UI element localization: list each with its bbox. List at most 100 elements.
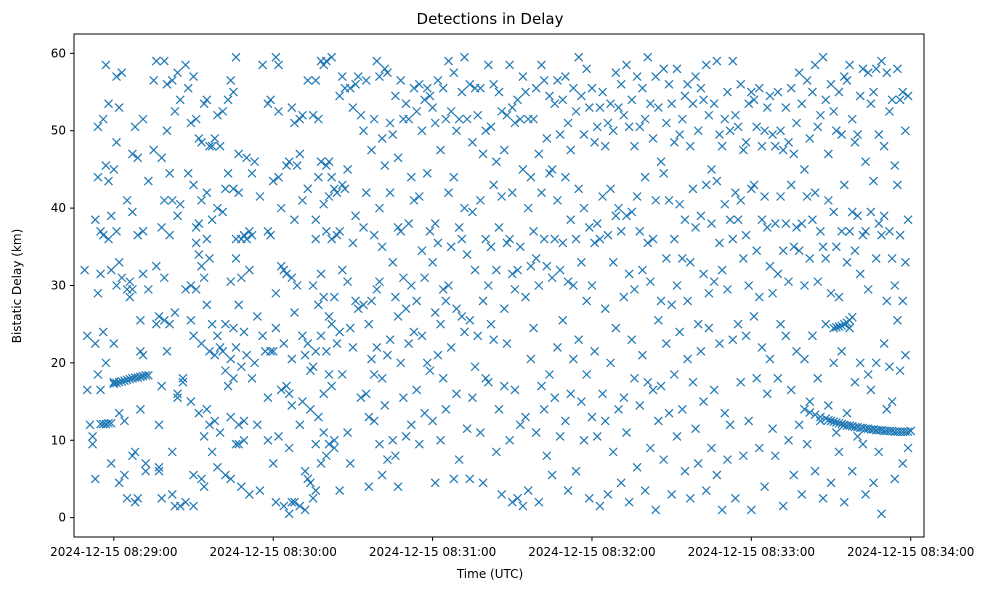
data-point [733,319,743,329]
data-point [337,370,347,379]
data-point [653,103,663,112]
data-point [183,168,193,178]
data-point [114,408,124,418]
data-point [885,226,894,236]
data-point [728,335,738,345]
data-point [837,130,847,140]
data-point [571,106,581,116]
data-point [805,253,815,263]
data-point [308,281,318,290]
data-point [425,91,435,101]
data-point [900,126,910,136]
data-point [680,91,690,101]
data-point [430,478,440,488]
data-point [375,72,384,81]
data-point [622,211,631,221]
data-point [324,312,334,321]
data-point [274,172,283,182]
data-point [436,319,445,329]
data-point [470,265,480,275]
data-point [478,149,488,159]
data-point [638,265,647,275]
data-point [324,370,334,379]
data-point [640,172,650,182]
data-point [770,451,780,461]
data-point [821,95,831,105]
data-point [606,184,615,194]
data-point [197,474,206,484]
data-point [656,381,666,391]
data-point [449,68,459,78]
data-point [839,497,849,507]
data-point [494,223,504,232]
data-point [213,331,222,341]
data-point [877,56,886,66]
data-point [523,203,533,213]
data-point [452,304,461,314]
data-point [614,203,623,213]
data-point [239,416,249,426]
data-point [672,281,682,290]
data-point [372,284,382,294]
data-point [818,242,828,252]
data-point [842,257,852,267]
data-point [231,439,241,449]
data-point [239,327,249,337]
data-point [545,168,554,178]
data-point [529,226,538,236]
data-point [295,420,305,430]
data-point [236,273,246,283]
data-point [627,95,637,105]
data-point [388,130,398,140]
data-point [866,99,876,109]
data-point [133,373,143,383]
data-point [202,300,212,310]
data-point [191,284,201,294]
data-point [619,393,629,403]
data-point [319,389,329,399]
data-point [547,164,557,174]
data-point [393,482,403,492]
data-point [125,277,135,287]
data-point [356,393,366,403]
data-point [736,377,746,387]
data-point [688,99,698,109]
data-point [252,312,262,321]
data-point [778,501,788,511]
data-point [760,126,770,136]
data-point [553,76,562,85]
data-point [879,211,889,221]
data-point [417,246,427,256]
data-point [770,141,780,151]
data-point [815,412,825,422]
data-point [313,300,323,310]
data-point [189,501,198,511]
data-point [409,83,419,93]
x-tick-label: 2024-12-15 08:29:00 [50,545,177,559]
data-point [122,493,132,503]
data-point [234,149,244,159]
data-point [205,346,214,356]
data-point [359,126,368,136]
data-point [348,342,358,352]
data-point [460,203,469,213]
data-point [359,223,368,232]
data-point [664,79,674,89]
data-point [781,219,791,229]
data-point [276,203,286,213]
data-point [173,393,183,403]
data-point [460,52,469,62]
data-point [651,195,661,205]
data-point [627,207,637,217]
data-point [191,238,201,248]
data-point [746,87,756,97]
data-point [701,60,711,70]
data-point [746,184,756,194]
data-point [106,265,116,275]
data-point [829,358,839,368]
data-point [563,486,573,495]
data-point [298,331,307,341]
data-point [600,304,610,314]
data-point [677,253,687,263]
data-point [696,211,706,221]
